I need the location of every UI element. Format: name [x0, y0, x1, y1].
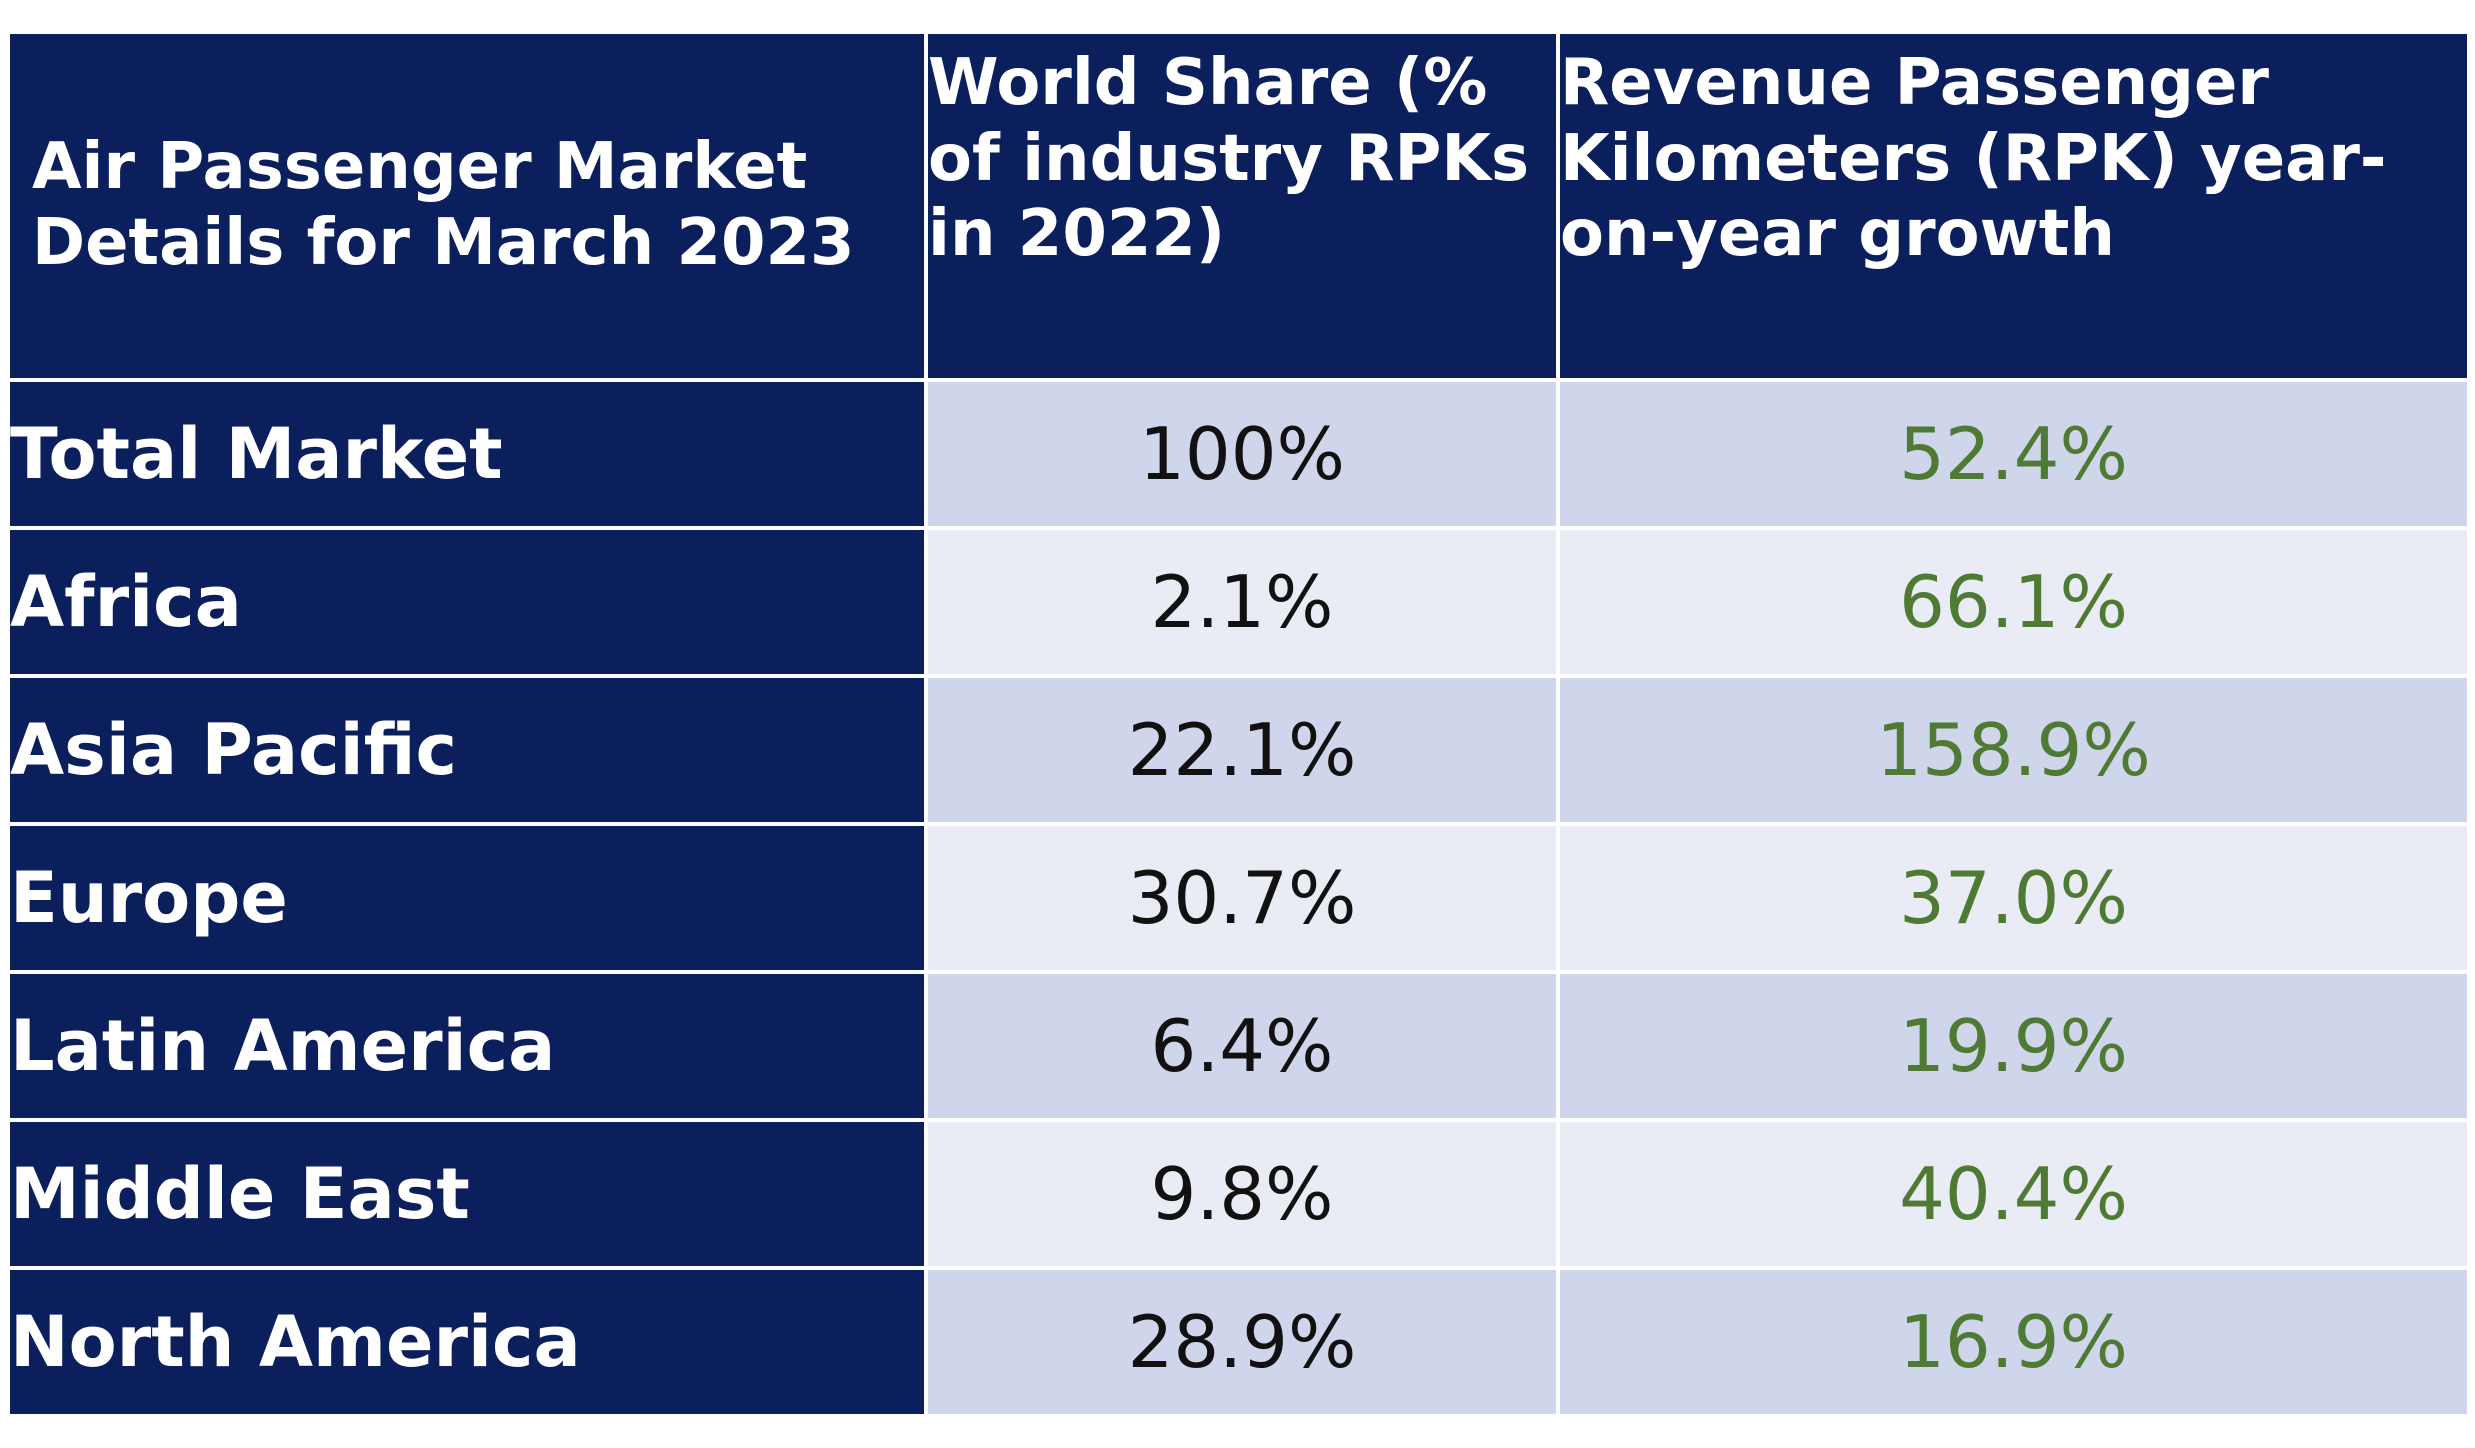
- table-row: Total Market 100% 52.4%: [6, 378, 2471, 530]
- table-row: Latin America 6.4% 19.9%: [6, 970, 2471, 1122]
- table-row: Middle East 9.8% 40.4%: [6, 1118, 2471, 1270]
- header-market: Air Passenger Market Details for March 2…: [6, 30, 928, 382]
- row-label: North America: [6, 1266, 928, 1418]
- row-label: Latin America: [6, 970, 928, 1122]
- rpk-growth-value: 66.1%: [1556, 526, 2471, 678]
- world-share-value: 9.8%: [924, 1118, 1560, 1270]
- header-row: Air Passenger Market Details for March 2…: [6, 30, 2471, 382]
- rpk-growth-value: 158.9%: [1556, 674, 2471, 826]
- rpk-growth-value: 52.4%: [1556, 378, 2471, 530]
- rpk-growth-value: 16.9%: [1556, 1266, 2471, 1418]
- world-share-value: 100%: [924, 378, 1560, 530]
- row-label: Middle East: [6, 1118, 928, 1270]
- row-label: Europe: [6, 822, 928, 974]
- world-share-value: 6.4%: [924, 970, 1560, 1122]
- row-label: Asia Pacific: [6, 674, 928, 826]
- world-share-value: 2.1%: [924, 526, 1560, 678]
- row-label: Africa: [6, 526, 928, 678]
- table-row: Asia Pacific 22.1% 158.9%: [6, 674, 2471, 826]
- table-row: Africa 2.1% 66.1%: [6, 526, 2471, 678]
- world-share-value: 28.9%: [924, 1266, 1560, 1418]
- row-label: Total Market: [6, 378, 928, 530]
- header-rpk-growth: Revenue Passenger Kilometers (RPK) year-…: [1556, 30, 2471, 382]
- table-row: North America 28.9% 16.9%: [6, 1266, 2471, 1418]
- world-share-value: 30.7%: [924, 822, 1560, 974]
- rpk-growth-value: 40.4%: [1556, 1118, 2471, 1270]
- air-passenger-market-table: Air Passenger Market Details for March 2…: [6, 30, 2471, 1418]
- rpk-growth-value: 37.0%: [1556, 822, 2471, 974]
- rpk-growth-value: 19.9%: [1556, 970, 2471, 1122]
- world-share-value: 22.1%: [924, 674, 1560, 826]
- header-world-share: World Share (% of industry RPKs in 2022): [924, 30, 1560, 382]
- table-row: Europe 30.7% 37.0%: [6, 822, 2471, 974]
